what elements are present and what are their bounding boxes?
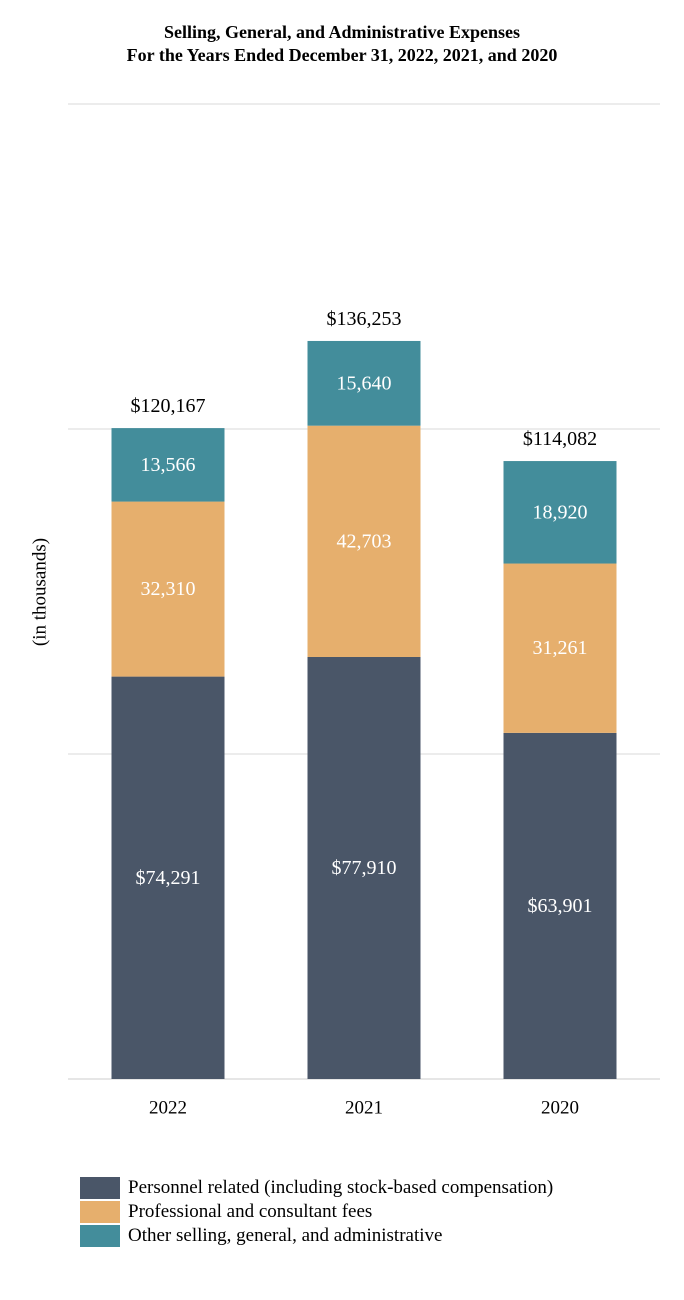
legend-label-personnel: Personnel related (including stock-based… bbox=[128, 1177, 554, 1198]
bar-personnel-2020 bbox=[503, 732, 617, 1079]
legend-item-other: Other selling, general, and administrati… bbox=[80, 1224, 553, 1248]
bar-personnel-2022 bbox=[111, 676, 225, 1079]
chart-subtitle: For the Years Ended December 31, 2022, 2… bbox=[126, 45, 558, 65]
legend: Personnel related (including stock-based… bbox=[80, 1176, 553, 1248]
x-tick-label-2020: 2020 bbox=[541, 1098, 579, 1119]
legend-item-personnel: Personnel related (including stock-based… bbox=[80, 1176, 553, 1200]
data-label-other-2022: 13,566 bbox=[141, 454, 196, 476]
data-label-professional-2020: 31,261 bbox=[533, 637, 588, 659]
legend-label-professional: Professional and consultant fees bbox=[128, 1201, 373, 1222]
data-label-other-2021: 15,640 bbox=[337, 372, 392, 394]
bar-other-2022 bbox=[111, 428, 225, 502]
bar-other-2021 bbox=[307, 340, 421, 426]
legend-swatch-other bbox=[80, 1225, 120, 1247]
bar-personnel-2021 bbox=[307, 656, 421, 1079]
legend-swatch-personnel bbox=[80, 1177, 120, 1199]
data-label-other-2020: 18,920 bbox=[533, 501, 588, 523]
data-label-personnel-2020: $63,901 bbox=[528, 895, 593, 917]
data-label-personnel-2022: $74,291 bbox=[136, 867, 201, 889]
total-label-2020: $114,082 bbox=[523, 428, 597, 450]
chart-title-block: Selling, General, and Administrative Exp… bbox=[0, 21, 684, 67]
data-label-professional-2021: 42,703 bbox=[337, 530, 392, 552]
y-axis-label: (in thousands) bbox=[30, 538, 51, 646]
x-tick-label-2022: 2022 bbox=[149, 1098, 187, 1119]
data-label-professional-2022: 32,310 bbox=[141, 578, 196, 600]
legend-swatch-professional bbox=[80, 1201, 120, 1223]
x-tick-label-2021: 2021 bbox=[345, 1098, 383, 1119]
bar-professional-2020 bbox=[503, 563, 617, 733]
legend-item-professional: Professional and consultant fees bbox=[80, 1200, 553, 1224]
bar-professional-2021 bbox=[307, 425, 421, 657]
data-label-personnel-2021: $77,910 bbox=[332, 857, 397, 879]
bar-other-2020 bbox=[503, 461, 617, 564]
legend-label-other: Other selling, general, and administrati… bbox=[128, 1225, 443, 1246]
chart-title: Selling, General, and Administrative Exp… bbox=[163, 22, 521, 42]
total-label-2021: $136,253 bbox=[327, 308, 402, 330]
total-label-2022: $120,167 bbox=[131, 395, 206, 417]
bar-professional-2022 bbox=[111, 501, 225, 677]
